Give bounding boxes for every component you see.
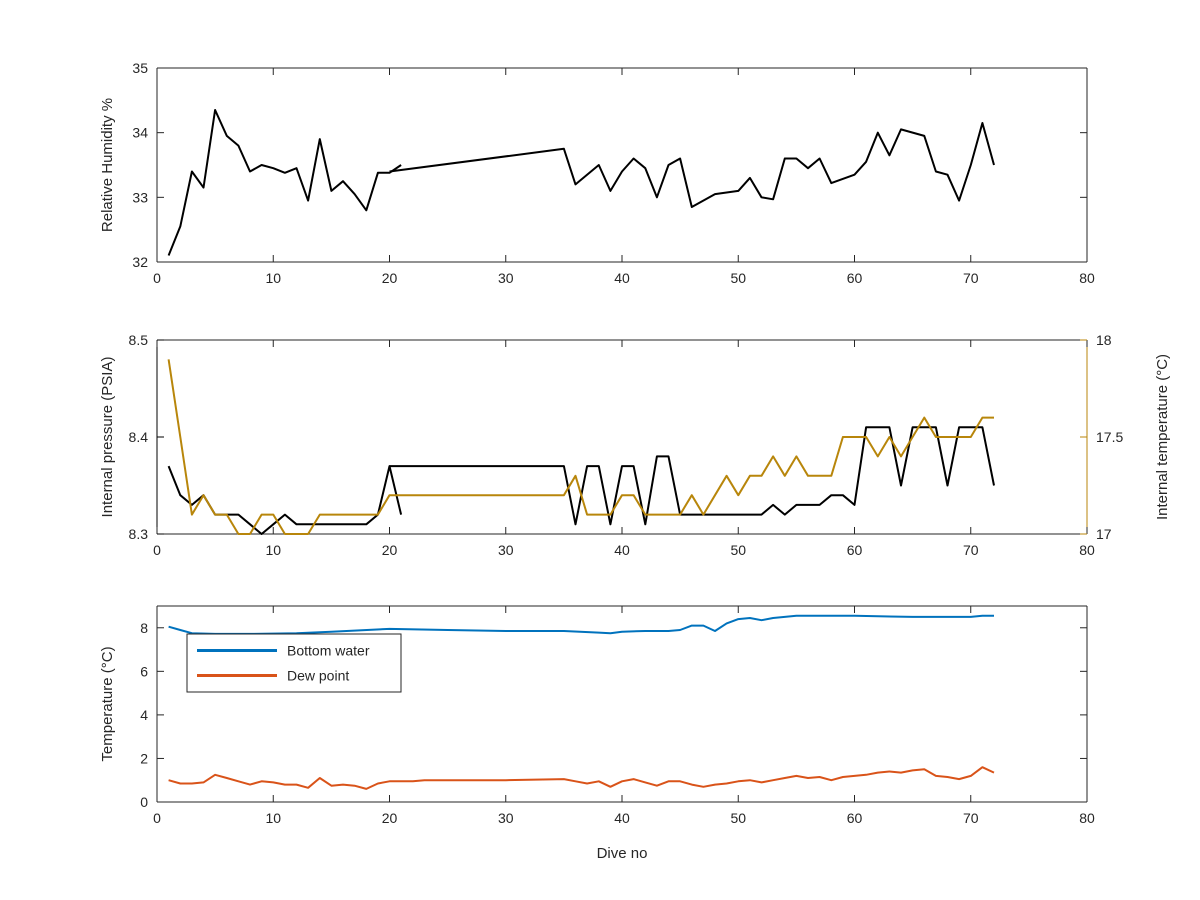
chart-0-x-tick-label: 60 bbox=[847, 270, 863, 286]
chart-0-x-tick-label: 20 bbox=[382, 270, 398, 286]
chart-2-y-tick-label: 4 bbox=[140, 707, 148, 723]
chart-2-series-1-line-0 bbox=[168, 766, 995, 790]
chart-2-y-tick-label: 0 bbox=[140, 794, 148, 810]
chart-2-x-tick-label: 60 bbox=[847, 810, 863, 826]
chart-1-y2-tick-label: 17 bbox=[1096, 526, 1112, 542]
chart-1-x-tick-label: 40 bbox=[614, 542, 630, 558]
chart-0-x-tick-label: 0 bbox=[153, 270, 161, 286]
chart-2-x-tick-label: 0 bbox=[153, 810, 161, 826]
chart-0-y-tick-label: 32 bbox=[132, 254, 148, 270]
chart-0-y-axis-label: Relative Humidity % bbox=[99, 98, 116, 232]
chart-1-y-tick-label: 8.3 bbox=[129, 526, 149, 542]
chart-1-series-0-line-0 bbox=[167, 465, 403, 535]
chart-2-x-tick-label: 50 bbox=[730, 810, 746, 826]
chart-1-y2-tick-label: 17.5 bbox=[1096, 429, 1123, 445]
chart-2-legend-label-1: Dew point bbox=[287, 668, 349, 684]
chart-1-series-1-line-0 bbox=[167, 359, 994, 535]
chart-0-x-tick-label: 50 bbox=[730, 270, 746, 286]
chart-2-y-axis-label: Temperature (°C) bbox=[99, 646, 116, 761]
chart-2-x-tick-label: 40 bbox=[614, 810, 630, 826]
chart-1-x-tick-label: 0 bbox=[153, 542, 161, 558]
chart-1-x-tick-label: 60 bbox=[847, 542, 863, 558]
chart-2-series-0-line-0 bbox=[168, 614, 994, 635]
chart-0-y-tick-label: 34 bbox=[132, 125, 148, 141]
chart-2-x-tick-label: 10 bbox=[265, 810, 281, 826]
chart-0-x-tick-label: 80 bbox=[1079, 270, 1095, 286]
chart-2-y-tick-label: 8 bbox=[140, 620, 148, 636]
chart-2-x-axis-label: Dive no bbox=[597, 845, 648, 862]
chart-0-y-tick-label: 33 bbox=[132, 189, 148, 205]
chart-0-series-0-line-1 bbox=[389, 122, 995, 208]
chart-0-y-tick-label: 35 bbox=[132, 60, 148, 76]
chart-0-x-tick-label: 30 bbox=[498, 270, 514, 286]
chart-1-x-tick-label: 30 bbox=[498, 542, 514, 558]
chart-1-y-tick-label: 8.4 bbox=[129, 429, 149, 445]
chart-0-x-tick-label: 10 bbox=[265, 270, 281, 286]
chart-1-y-tick-label: 8.5 bbox=[129, 332, 149, 348]
chart-2-y-tick-label: 6 bbox=[140, 663, 148, 679]
chart-2-x-tick-label: 20 bbox=[382, 810, 398, 826]
chart-1-x-tick-label: 70 bbox=[963, 542, 979, 558]
chart-1-x-tick-label: 10 bbox=[265, 542, 281, 558]
chart-0-x-tick-label: 40 bbox=[614, 270, 630, 286]
chart-0-x-tick-label: 70 bbox=[963, 270, 979, 286]
chart-1-x-tick-label: 50 bbox=[730, 542, 746, 558]
chart-2-legend-label-0: Bottom water bbox=[287, 643, 370, 659]
chart-2-x-tick-label: 80 bbox=[1079, 810, 1095, 826]
chart-1-x-tick-label: 80 bbox=[1079, 542, 1095, 558]
chart-2-y-tick-label: 2 bbox=[140, 750, 148, 766]
chart-2-x-tick-label: 70 bbox=[963, 810, 979, 826]
chart-1-series-0-line-1 bbox=[389, 426, 995, 526]
chart-1-x-tick-label: 20 bbox=[382, 542, 398, 558]
chart-1-y2-tick-label: 18 bbox=[1096, 332, 1112, 348]
chart-2-x-tick-label: 30 bbox=[498, 810, 514, 826]
chart-1-y-axis-label: Internal pressure (PSIA) bbox=[99, 357, 116, 518]
chart-1-y2-axis-label: Internal temperature (°C) bbox=[1154, 354, 1171, 520]
chart-2-legend-box bbox=[186, 633, 402, 693]
chart-0-series-0-line-0 bbox=[167, 109, 402, 256]
